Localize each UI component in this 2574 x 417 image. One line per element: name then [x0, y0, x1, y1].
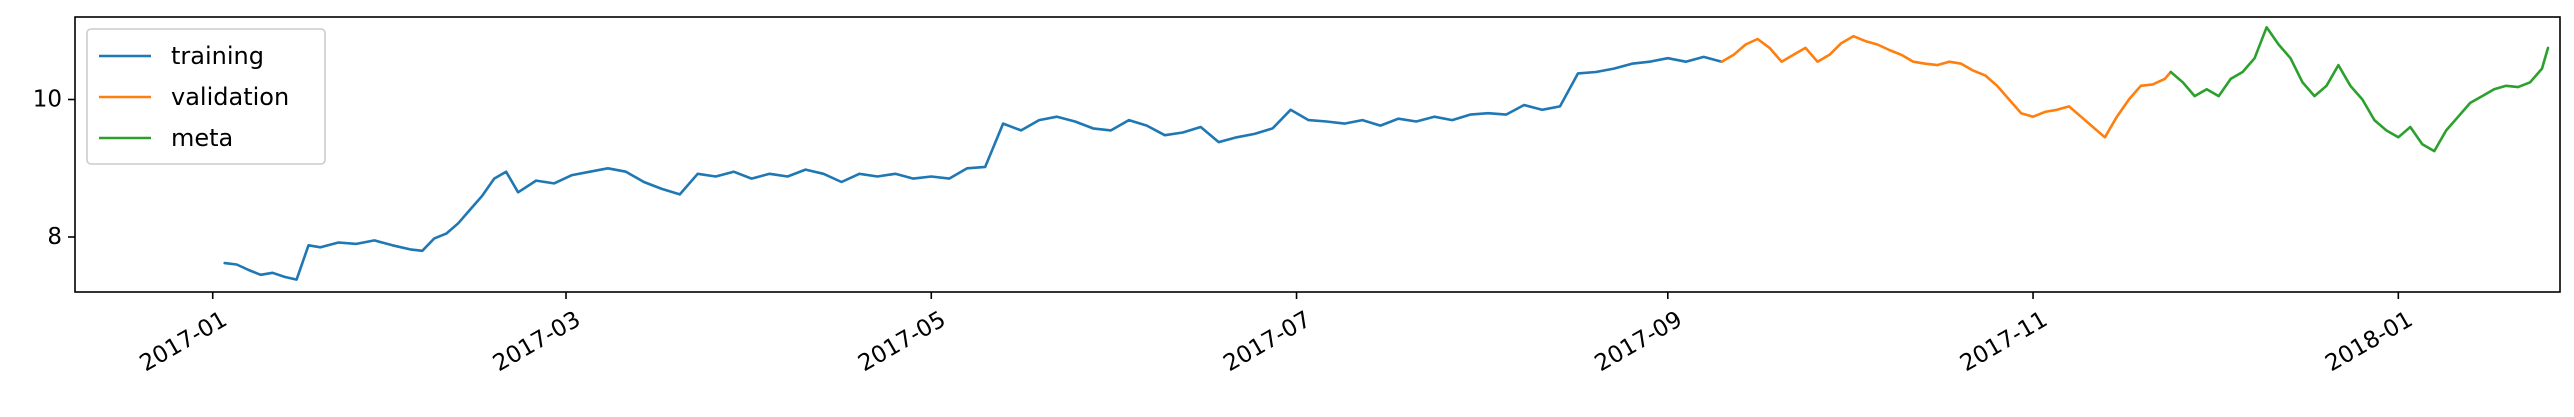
- legend-label-training: training: [171, 42, 264, 70]
- y-tick-label: 10: [33, 87, 62, 113]
- series-layer: [223, 26, 2550, 281]
- y-axis: 8 10: [33, 87, 75, 250]
- series-line-training: [223, 55, 1723, 281]
- series-line-validation: [1720, 34, 2173, 139]
- series-line-meta: [2169, 26, 2550, 153]
- axes-border: [74, 16, 2561, 293]
- legend-label-meta: meta: [171, 124, 233, 152]
- y-tick-label: 8: [47, 224, 62, 250]
- legend: training validation meta: [86, 28, 326, 165]
- axes-frame: [74, 16, 2561, 293]
- legend-label-validation: validation: [171, 83, 289, 111]
- plot-area: [75, 17, 2560, 292]
- legend-box: [86, 28, 326, 165]
- plot-background: [75, 17, 2560, 292]
